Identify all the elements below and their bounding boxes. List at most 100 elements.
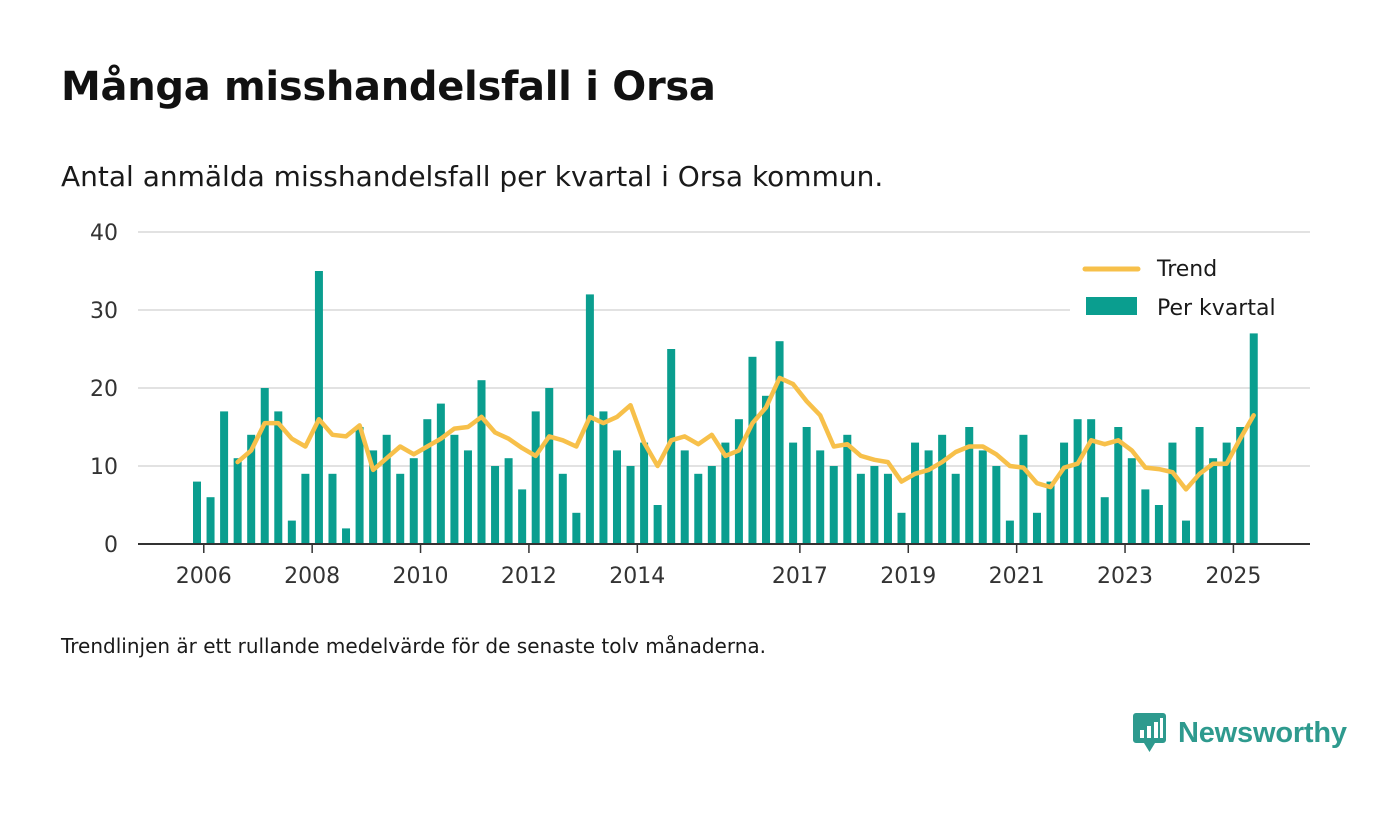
bar — [274, 411, 283, 544]
x-tick-label: 2019 — [880, 564, 936, 589]
bar — [802, 427, 811, 544]
x-tick-label: 2021 — [989, 564, 1045, 589]
bar — [1141, 489, 1150, 544]
bar — [314, 271, 323, 544]
bar — [409, 458, 418, 544]
bar — [450, 434, 459, 544]
bar — [1195, 427, 1204, 544]
x-tick-label: 2008 — [284, 564, 340, 589]
bar — [951, 473, 960, 544]
bar — [260, 388, 269, 544]
bar — [1019, 434, 1028, 544]
bar — [558, 473, 567, 544]
bar — [707, 466, 716, 544]
x-tick-label: 2023 — [1097, 564, 1153, 589]
bar — [1154, 505, 1163, 544]
bar — [721, 442, 730, 544]
chart-subtitle: Antal anmälda misshandelsfall per kvarta… — [61, 160, 884, 193]
bar — [965, 427, 974, 544]
bar — [477, 380, 486, 544]
bar — [206, 497, 215, 544]
bar — [1236, 427, 1245, 544]
x-tick-label: 2012 — [501, 564, 557, 589]
footnote: Trendlinjen är ett rullande medelvärde f… — [61, 634, 767, 658]
bar — [734, 419, 743, 544]
bar — [626, 466, 635, 544]
trend-series — [235, 375, 1256, 492]
bar — [1032, 512, 1041, 544]
bar — [978, 450, 987, 544]
bar — [518, 489, 527, 544]
bar — [1114, 427, 1123, 544]
bar — [504, 458, 513, 544]
bar — [342, 528, 351, 544]
bar — [911, 442, 920, 544]
bar — [491, 466, 500, 544]
x-tick-label: 2017 — [772, 564, 828, 589]
x-tick-label: 2014 — [609, 564, 665, 589]
bar — [856, 473, 865, 544]
y-tick-label: 0 — [104, 533, 118, 558]
bar — [640, 442, 649, 544]
bar — [355, 427, 364, 544]
bar — [789, 442, 798, 544]
newsworthy-logo-icon — [1133, 713, 1166, 752]
bar — [897, 512, 906, 544]
legend-background — [1070, 252, 1310, 328]
bar — [463, 450, 472, 544]
bar — [829, 466, 838, 544]
legend-bar-swatch — [1086, 297, 1137, 315]
y-tick-label: 30 — [90, 299, 118, 324]
bar — [870, 466, 879, 544]
bar — [667, 349, 676, 544]
bar — [531, 411, 540, 544]
x-axis: 2006 2008 2010 2012 2014 2017 2019 2021 2023 2025 — [176, 544, 1261, 589]
bar — [572, 512, 581, 544]
bar — [599, 411, 608, 544]
bar-series — [193, 271, 1258, 544]
bar — [938, 434, 947, 544]
bar — [396, 473, 405, 544]
bar — [233, 458, 242, 544]
legend-trend-label: Trend — [1156, 257, 1217, 282]
bar — [653, 505, 662, 544]
bar — [1100, 497, 1109, 544]
bar — [1182, 520, 1191, 544]
bar — [423, 419, 432, 544]
brand-logo: Newsworthy — [1133, 713, 1347, 753]
bar — [762, 395, 771, 544]
bar — [694, 473, 703, 544]
y-tick-label: 20 — [90, 377, 118, 402]
bar — [220, 411, 229, 544]
bar — [1168, 442, 1177, 544]
bar — [1127, 458, 1136, 544]
x-tick-label: 2025 — [1205, 564, 1261, 589]
bar — [193, 481, 201, 544]
legend: Trend Per kvartal — [1070, 252, 1310, 328]
y-tick-label: 10 — [90, 455, 118, 480]
bar — [924, 450, 933, 544]
bar — [247, 434, 256, 544]
bar — [369, 450, 378, 544]
bar — [287, 520, 296, 544]
bar — [748, 356, 757, 544]
bar — [545, 388, 554, 544]
y-tick-label: 40 — [90, 221, 118, 246]
bar — [1060, 442, 1069, 544]
bar — [1087, 419, 1096, 544]
bar — [436, 403, 445, 544]
x-tick-label: 2010 — [393, 564, 449, 589]
bar — [1005, 520, 1014, 544]
bar — [883, 473, 892, 544]
bar — [816, 450, 825, 544]
chart-title: Många misshandelsfall i Orsa — [61, 64, 716, 110]
trend-line — [235, 375, 1256, 492]
bar — [843, 434, 852, 544]
bar — [1222, 442, 1231, 544]
x-tick-label: 2006 — [176, 564, 232, 589]
bar — [301, 473, 310, 544]
bar — [680, 450, 689, 544]
bar — [1209, 458, 1218, 544]
bar — [1249, 333, 1258, 544]
